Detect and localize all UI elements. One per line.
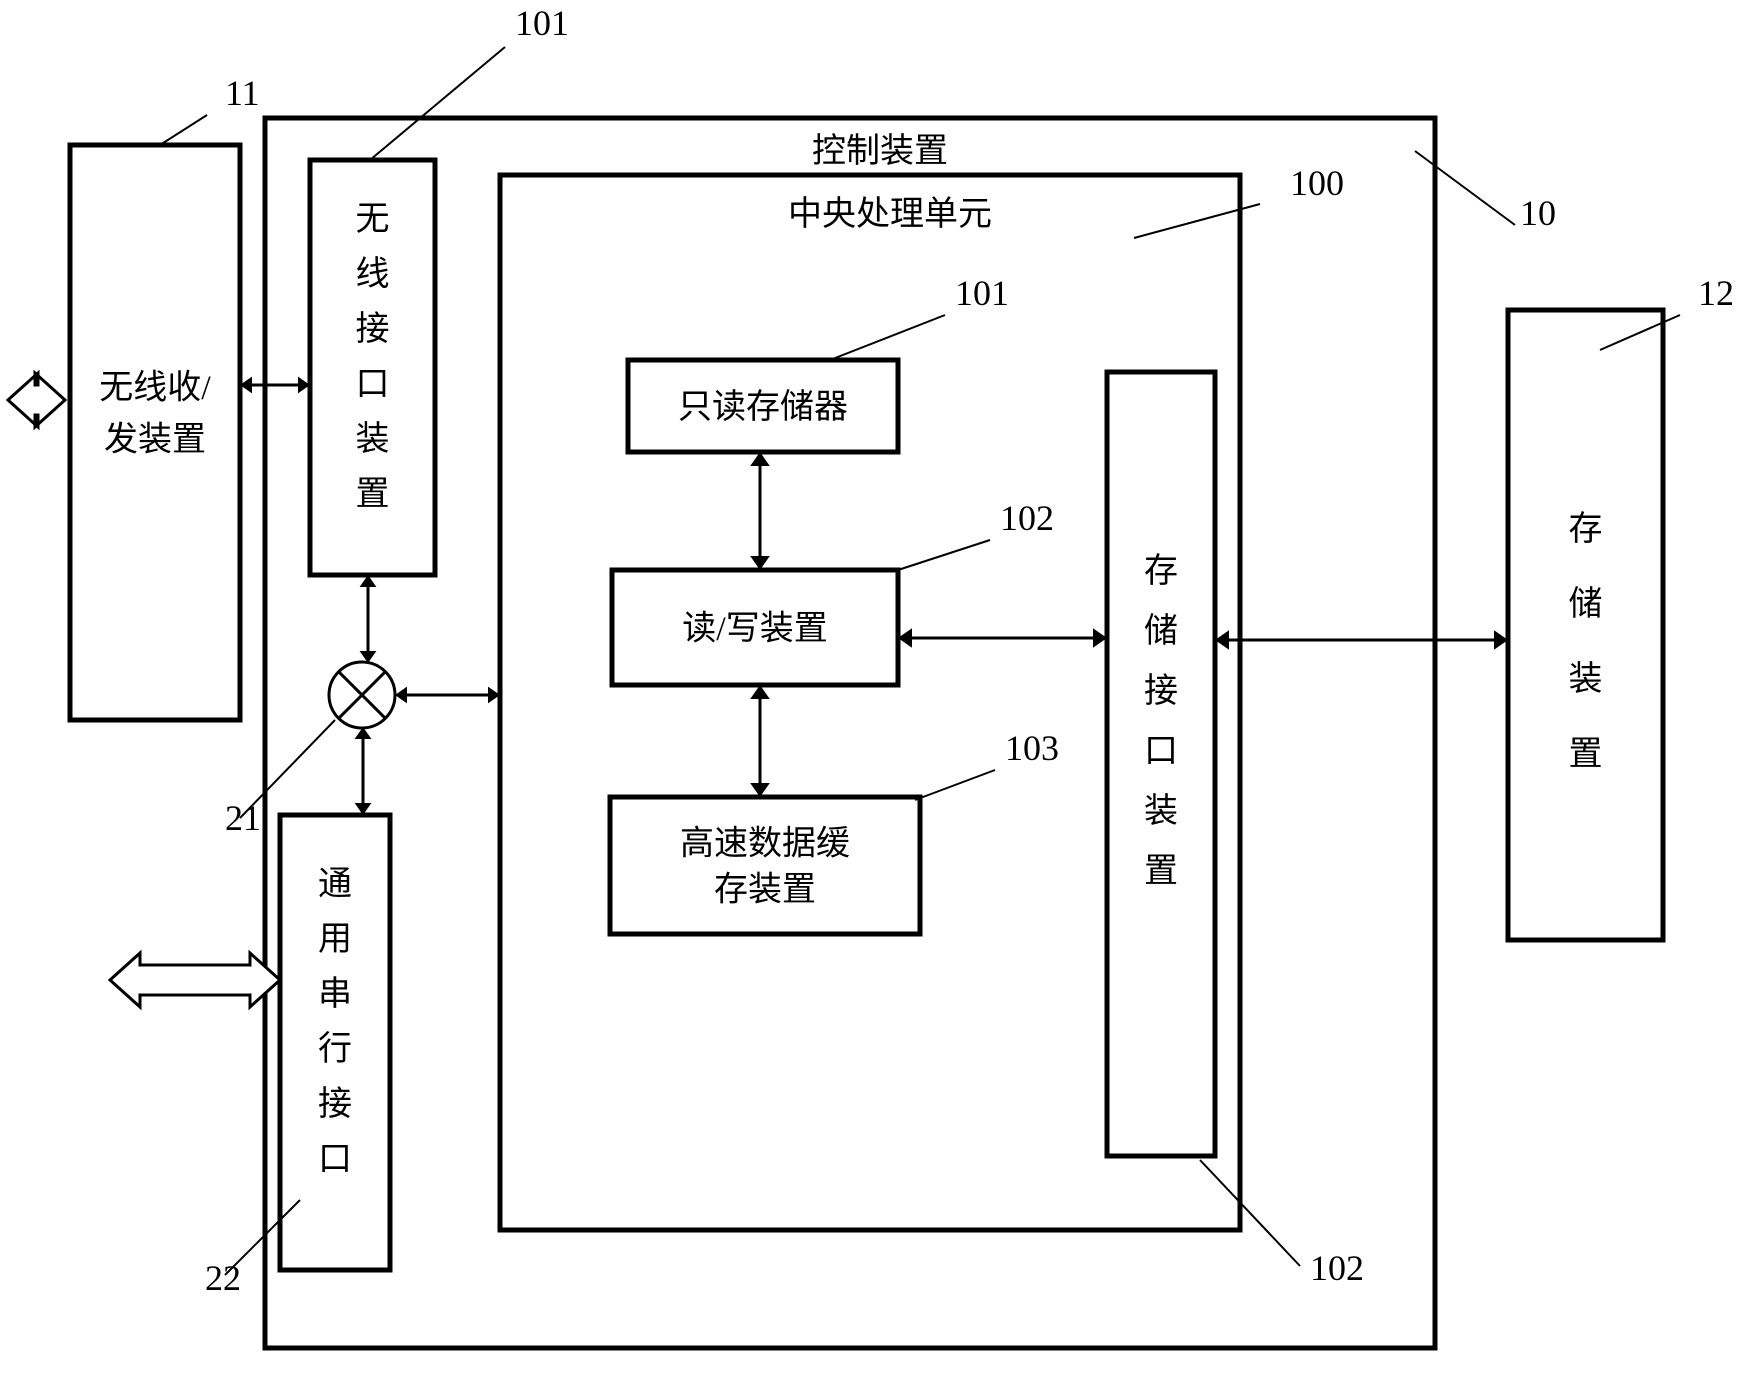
leader-line [830,315,945,360]
label-char: 存 [1569,510,1603,548]
label-char: 串 [318,976,352,1013]
label-char: 口 [356,366,390,403]
hollow-arrow [110,953,280,1007]
leader-line [1200,1160,1300,1266]
label: 无线收/ [99,368,211,406]
label: 控制装置 [812,132,948,170]
label: 11 [225,73,260,113]
label-char: 存 [1144,552,1178,590]
label: 读/写装置 [682,610,827,648]
label-char: 接 [318,1086,352,1123]
label-char: 行 [318,1030,352,1068]
label: 10 [1520,193,1556,233]
box [265,118,1435,1348]
box [610,797,920,934]
label: 12 [1698,273,1734,313]
label-char: 装 [1144,792,1178,830]
label: 21 [225,798,261,838]
label: 高速数据缓 [680,824,850,862]
label-char: 装 [1569,660,1603,698]
label: 103 [1005,728,1059,768]
label-char: 线 [356,255,390,293]
arrow-head [395,687,407,704]
label: 发装置 [104,420,206,458]
label: 102 [1000,498,1054,538]
label: 102 [1310,1248,1364,1288]
leader-line [160,115,207,145]
label: 中央处理单元 [788,195,992,233]
label-char: 置 [1144,853,1178,890]
label: 22 [205,1258,241,1298]
label-char: 口 [318,1141,352,1178]
label-char: 储 [1144,612,1178,650]
label: 101 [515,3,569,43]
label: 存装置 [714,870,816,908]
label-char: 装 [356,420,390,458]
label-char: 无 [356,201,390,238]
block-diagram: 控制装置10中央处理单元100无线收/发装置11无线接口装置101只读存储器10… [0,0,1741,1373]
leader-line [1600,315,1680,350]
box [500,175,1240,1230]
label-char: 置 [1569,736,1603,773]
label: 100 [1290,163,1344,203]
leader-line [915,770,995,800]
label: 101 [955,273,1009,313]
label-char: 接 [1144,673,1178,710]
box [1508,310,1663,940]
label-char: 口 [1144,733,1178,770]
leader-line [898,540,990,570]
label-char: 储 [1569,585,1603,623]
hollow-arrow [8,373,65,427]
label-char: 用 [318,921,352,958]
label-char: 接 [356,311,390,348]
label-char: 通 [318,866,352,903]
leader-line [1415,151,1515,225]
leader-line [370,47,505,160]
label-char: 置 [356,476,390,513]
label: 只读存储器 [678,388,848,426]
